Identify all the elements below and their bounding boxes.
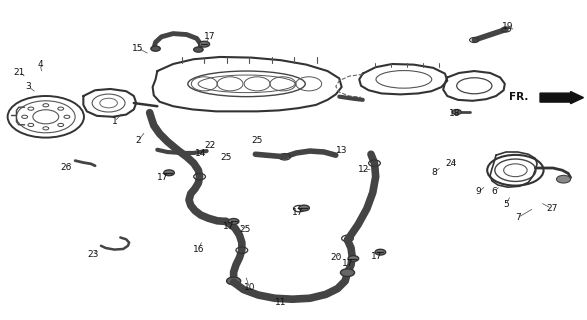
Text: 23: 23: [87, 250, 99, 259]
Text: 17: 17: [292, 208, 304, 217]
Text: 21: 21: [13, 68, 25, 76]
Circle shape: [299, 205, 309, 211]
Circle shape: [194, 47, 203, 52]
Text: 11: 11: [275, 298, 286, 307]
Text: 17: 17: [204, 32, 216, 41]
Text: 25: 25: [251, 136, 263, 145]
Text: 12: 12: [358, 165, 370, 174]
Text: 9: 9: [475, 188, 481, 196]
Circle shape: [340, 269, 355, 276]
Text: 25: 25: [220, 153, 232, 162]
Text: 22: 22: [204, 141, 216, 150]
Text: 20: 20: [330, 253, 342, 262]
Text: 24: 24: [445, 159, 457, 168]
Text: 1: 1: [112, 117, 117, 126]
Circle shape: [452, 109, 461, 115]
Circle shape: [375, 249, 386, 255]
Text: 27: 27: [546, 204, 558, 213]
Text: 18: 18: [449, 109, 461, 118]
Text: 16: 16: [193, 245, 204, 254]
Text: 14: 14: [195, 149, 207, 158]
FancyArrow shape: [540, 92, 583, 104]
Text: 7: 7: [515, 213, 521, 222]
Text: 17: 17: [371, 252, 383, 261]
Circle shape: [227, 277, 241, 285]
Circle shape: [164, 170, 174, 176]
Circle shape: [348, 256, 359, 261]
Circle shape: [556, 175, 571, 183]
Text: 17: 17: [342, 259, 353, 268]
Text: 17: 17: [157, 173, 169, 182]
Text: 17: 17: [223, 222, 235, 231]
Circle shape: [151, 46, 160, 51]
Text: 26: 26: [60, 163, 72, 172]
Text: 4: 4: [37, 60, 43, 68]
Text: 19: 19: [502, 22, 514, 31]
Text: 2: 2: [135, 136, 141, 145]
Circle shape: [199, 41, 210, 47]
Circle shape: [228, 219, 239, 224]
Text: 25: 25: [239, 225, 251, 234]
Text: 13: 13: [336, 146, 348, 155]
Text: 6: 6: [491, 188, 497, 196]
Text: FR.: FR.: [509, 92, 528, 102]
Text: 8: 8: [431, 168, 437, 177]
Text: 10: 10: [244, 284, 255, 292]
Text: 15: 15: [132, 44, 144, 52]
Text: 3: 3: [25, 82, 31, 91]
Text: 5: 5: [503, 200, 509, 209]
